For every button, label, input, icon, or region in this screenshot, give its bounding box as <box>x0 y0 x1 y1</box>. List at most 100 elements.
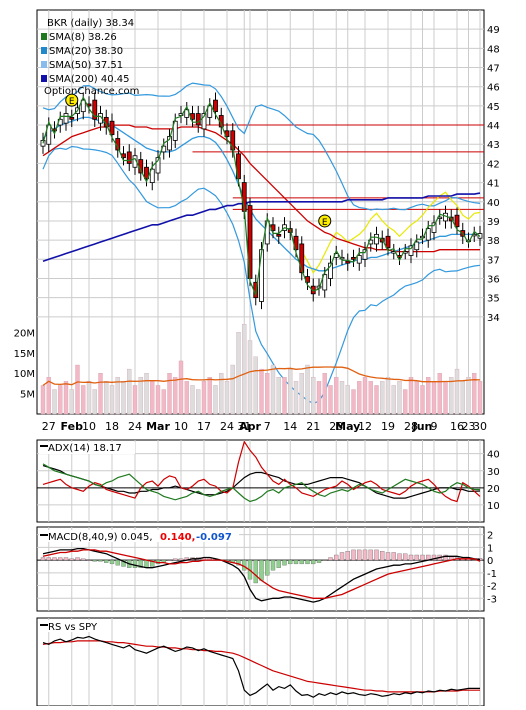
macd-histogram-bar <box>86 559 92 561</box>
price-y-tick: 47 <box>487 64 500 75</box>
price-y-tick: 38 <box>487 236 500 247</box>
macd-histogram-bar <box>328 557 333 561</box>
price-y-tick: 37 <box>487 255 500 266</box>
macd-histogram-bar <box>322 559 327 561</box>
macd-histogram-bar <box>288 559 293 565</box>
candle-body <box>431 222 437 233</box>
macd-histogram-bar <box>138 559 143 568</box>
candle-body <box>466 239 471 243</box>
volume-bar <box>334 377 339 415</box>
volume-bar <box>115 377 120 415</box>
volume-bar <box>69 389 74 415</box>
candle-body <box>276 233 282 237</box>
legend-label: SMA(8) 38.26 <box>49 32 117 43</box>
legend-swatch <box>41 75 47 82</box>
volume-bar <box>293 381 299 415</box>
candle-body <box>172 120 178 141</box>
legend-swatch <box>41 47 47 54</box>
volume-bar <box>236 332 241 415</box>
volume-bar <box>213 385 218 415</box>
volume-y-tick: 10M <box>14 369 35 380</box>
macd-histogram-bar <box>357 549 362 561</box>
minus-di-line <box>42 440 481 503</box>
x-tick-label: 7 <box>264 420 271 433</box>
x-tick-label: 12 <box>358 420 372 433</box>
legend-label: SMA(50) 37.51 <box>49 60 123 71</box>
x-tick-label: 24 <box>128 420 142 433</box>
macd-histogram-bar <box>380 551 385 561</box>
volume-bar <box>305 364 310 415</box>
macd-histogram-bar <box>178 558 184 561</box>
candle-body <box>345 260 351 264</box>
price-y-tick: 46 <box>487 83 500 94</box>
x-tick-label: 14 <box>283 420 297 433</box>
macd-y-tick: -2 <box>487 582 497 593</box>
volume-bar <box>466 377 471 415</box>
macd-histogram-bar <box>282 559 287 566</box>
candle-body <box>149 168 155 183</box>
earnings-marker-icon <box>318 214 332 228</box>
macd-histogram-bar <box>414 554 419 561</box>
price-y-tick: 45 <box>487 102 500 113</box>
macd-y-tick: 1 <box>487 543 493 554</box>
macd-histogram-bar <box>431 554 437 561</box>
macd-histogram-bar <box>236 559 241 566</box>
volume-bar <box>138 377 143 415</box>
x-tick-label: 16 <box>450 420 464 433</box>
price-y-tick: 36 <box>487 274 500 285</box>
x-tick-label: 10 <box>82 420 96 433</box>
volume-bar <box>380 381 385 415</box>
x-tick-label: 28 <box>329 420 343 433</box>
volume-bar <box>253 356 258 415</box>
volume-bar <box>477 381 483 415</box>
volume-bar <box>63 381 69 415</box>
candle-body <box>46 124 52 145</box>
candle-body <box>69 116 75 120</box>
macd-histogram-bar <box>403 553 408 561</box>
plus-di-line <box>42 463 480 503</box>
macd-value: 0.140, <box>160 532 195 543</box>
volume-bar <box>460 381 465 415</box>
volume-bar <box>161 389 166 415</box>
candle-body <box>385 235 391 249</box>
candle-body <box>425 228 431 241</box>
candle-body <box>374 233 379 245</box>
candle-body <box>454 214 460 228</box>
volume-bar <box>86 381 92 415</box>
volume-bar <box>345 385 350 415</box>
volume-bar <box>98 373 103 415</box>
candle-body <box>322 274 328 291</box>
macd-histogram-bar <box>397 553 402 561</box>
volume-bar <box>391 385 396 415</box>
volume-bar <box>368 381 373 415</box>
candle-body <box>408 245 414 256</box>
volume-bar <box>288 368 293 415</box>
macd-histogram-bar <box>173 558 178 561</box>
volume-bar <box>247 340 253 415</box>
volume-bar <box>403 389 408 415</box>
x-tick-label: 17 <box>197 420 211 433</box>
macd-histogram-bar <box>443 554 448 561</box>
volume-bar <box>431 381 437 415</box>
yellow-channel <box>301 191 481 274</box>
legend-swatch <box>41 61 47 68</box>
price-y-tick: 49 <box>487 25 500 36</box>
adx-y-tick: 20 <box>487 484 500 495</box>
candle-body <box>63 113 69 124</box>
rs-average-line <box>42 640 480 693</box>
macd-histogram-bar <box>81 558 86 561</box>
x-tick-label: 19 <box>381 420 395 433</box>
volume-bar <box>219 373 224 415</box>
volume-bar <box>282 377 287 415</box>
price-y-tick: 48 <box>487 44 500 55</box>
macd-histogram-bar <box>339 552 345 561</box>
macd-histogram-bar <box>391 552 396 561</box>
volume-bar <box>167 373 172 415</box>
candle-body <box>299 243 305 274</box>
watermark: OptionChance.com <box>44 86 139 97</box>
rs-legend-swatch <box>40 624 48 626</box>
volume-bar <box>81 385 86 415</box>
volume-bar <box>104 381 109 415</box>
volume-bar <box>46 377 51 415</box>
